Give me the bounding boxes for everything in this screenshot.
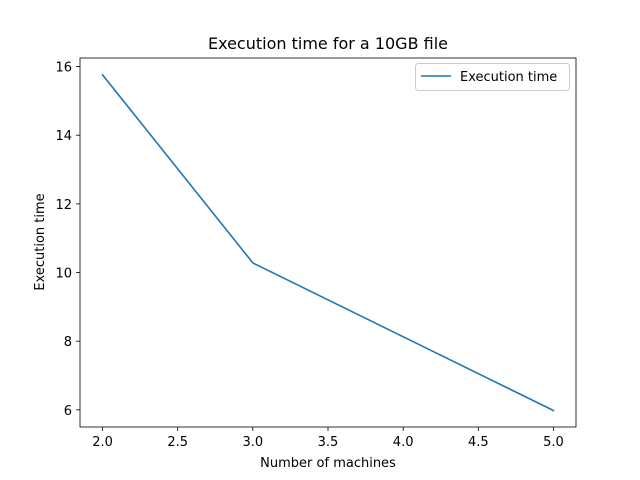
- plot-area: 2.0 2.5 3.0 3.5 4.0 4.5 5.0 6 8 10 12 14 16: [55, 57, 577, 450]
- x-axis-label: Number of machines: [260, 456, 396, 471]
- axes-frame: [79, 57, 577, 428]
- x-tick-label: 4.0: [393, 435, 414, 450]
- y-tick-label: 16: [55, 61, 72, 76]
- y-tick-label: 14: [55, 129, 72, 144]
- y-tick-label: 10: [55, 267, 72, 282]
- legend-label: Execution time: [460, 70, 557, 85]
- y-tick-label: 8: [64, 335, 72, 350]
- x-tick-label: 2.0: [92, 435, 113, 450]
- y-axis-label: Execution time: [33, 193, 48, 290]
- y-tick-label: 12: [55, 198, 72, 213]
- x-tick-label: 5.0: [543, 435, 564, 450]
- chart-title: Execution time for a 10GB file: [208, 34, 448, 53]
- y-tick-label: 6: [64, 404, 72, 419]
- series-line-1: [101, 73, 555, 412]
- x-tick-label: 2.5: [167, 435, 188, 450]
- x-tick-label: 3.0: [243, 435, 264, 450]
- x-tick-label: 3.5: [318, 435, 339, 450]
- x-tick-label: 4.5: [468, 435, 489, 450]
- legend: Execution time: [415, 63, 570, 91]
- legend-frame: [415, 63, 570, 91]
